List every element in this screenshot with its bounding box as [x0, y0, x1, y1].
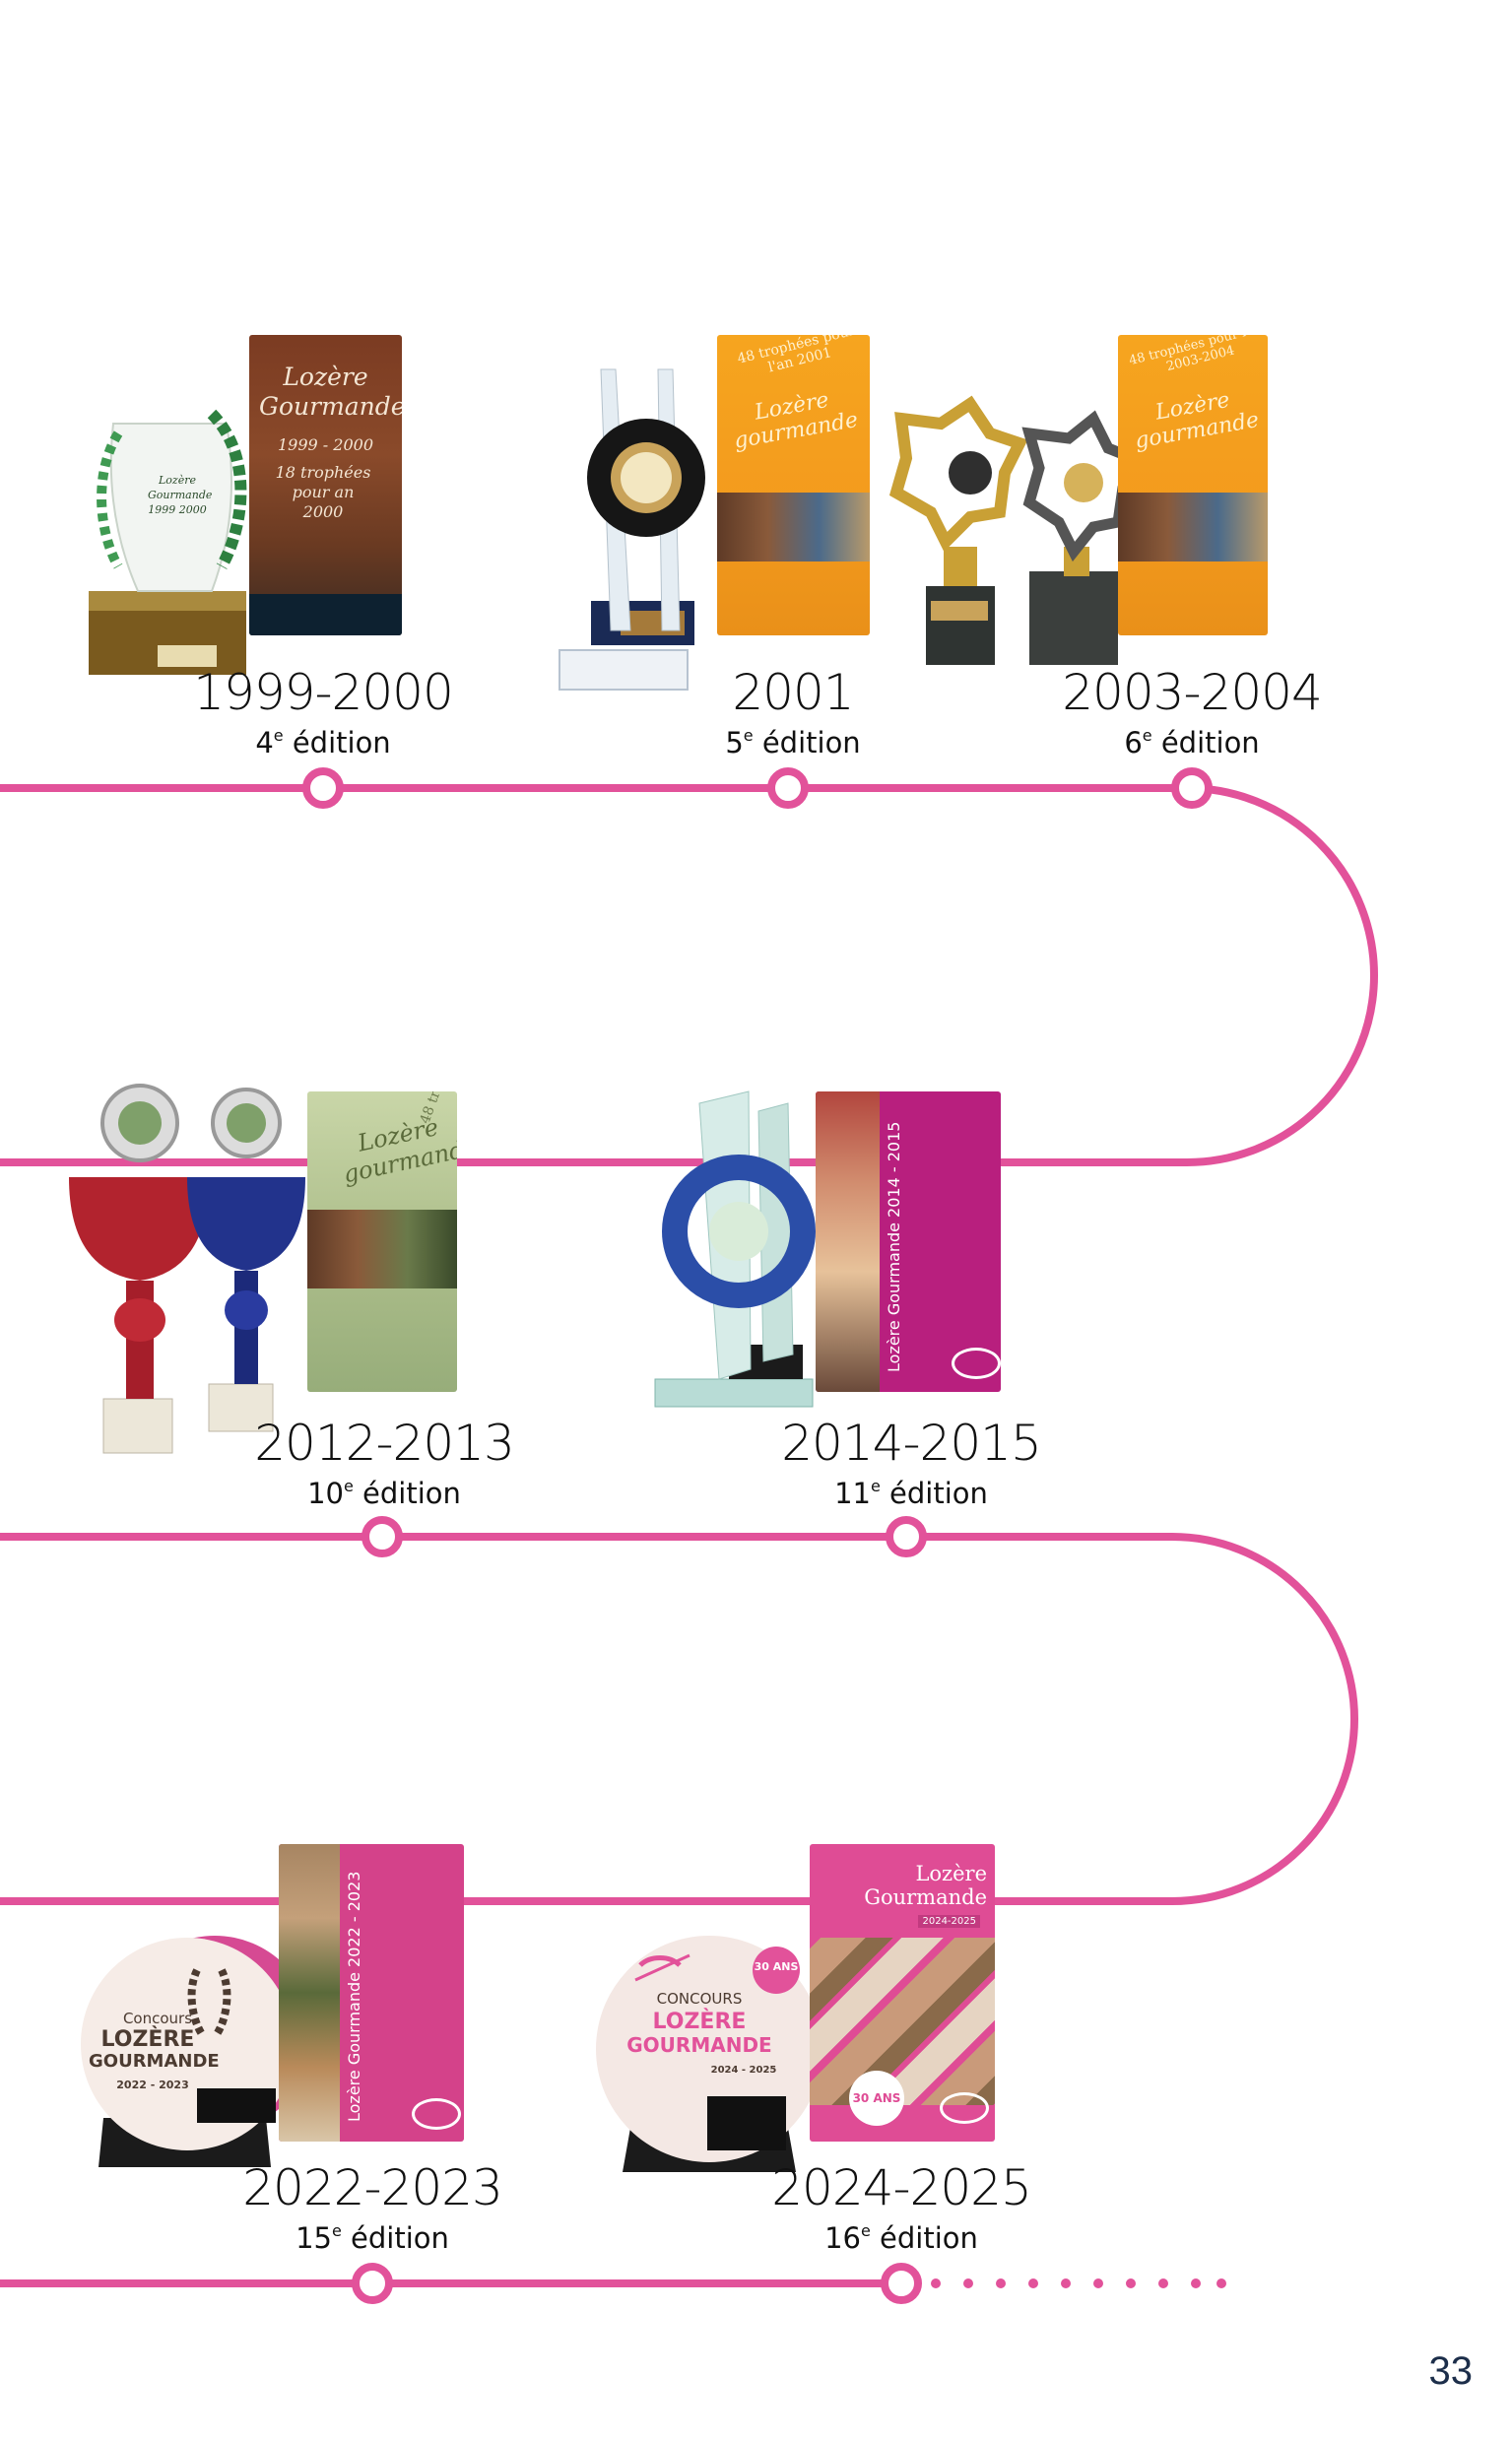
cma-logo-2024 [940, 2092, 989, 2124]
timeline-node-2022 [352, 2263, 393, 2304]
continuation-dot [1191, 2278, 1201, 2288]
booklet-2022-spine: Lozère Gourmande 2022 - 2023 [345, 1871, 363, 2122]
trophy-2014-image [654, 1090, 816, 1408]
booklet-2001: 48 trophées pour l'an 2001 Lozère gourma… [717, 335, 870, 635]
trophy-1999-image [89, 409, 247, 675]
booklet-2014: Lozère Gourmande 2014 - 2015 [816, 1091, 1001, 1392]
edition-number: 5e édition [725, 726, 861, 759]
booklet-2024: Lozère Gourmande 2024-2025 30 ANS [810, 1844, 995, 2142]
edition-label-2014: 2014-2015 11e édition [763, 1416, 1059, 1509]
edition-number: 10e édition [307, 1477, 461, 1510]
booklet-2003: 48 trophées pour l'an 2003-2004 Lozère g… [1118, 335, 1268, 635]
timeline-node-2024 [881, 2263, 922, 2304]
trophy-2022-line1: LOZÈRE [100, 2027, 195, 2052]
trophy-2022-line2: GOURMANDE [89, 2051, 220, 2072]
booklet-2022: Lozère Gourmande 2022 - 2023 [279, 1844, 464, 2142]
trophy-1999-text: Lozère Gourmande 1999 2000 [148, 474, 213, 516]
continuation-dot [1028, 2278, 1038, 2288]
booklet-2014-photos [816, 1091, 880, 1392]
edition-years: 2024-2025 [771, 2159, 1032, 2216]
timeline-path [0, 1533, 1358, 1905]
booklet-1999-photos [249, 594, 402, 635]
booklet-2003-title: Lozère gourmande [1133, 387, 1261, 454]
continuation-dot [996, 2278, 1006, 2288]
edition-number: 16e édition [824, 2221, 978, 2255]
booklet-2024-badge: 30 ANS [849, 2071, 904, 2126]
edition-number: 15e édition [296, 2221, 449, 2255]
timeline-node-2014 [886, 1516, 927, 1557]
timeline-node-2012 [362, 1516, 403, 1557]
booklet-2012-title: Lozère gourmand [341, 1112, 457, 1189]
booklet-2001-tagline: 48 trophées pour l'an 2001 [736, 335, 857, 376]
booklet-1999-title: Lozère Gourmande [259, 363, 402, 421]
edition-label-2003: 2003-2004 6e édition [1044, 665, 1340, 759]
continuation-dots [931, 2278, 1226, 2288]
booklet-2012-photos [307, 1210, 457, 1288]
edition-label-2024: 2024-2025 16e édition [754, 2160, 1049, 2254]
continuation-dot [1158, 2278, 1168, 2288]
booklet-1999: Lozère Gourmande 1999 - 2000 18 trophées… [249, 335, 402, 635]
trophy-2022-image [81, 1936, 313, 2167]
trophy-2022-years: 2022 - 2023 [116, 2079, 189, 2091]
edition-years: 2012-2013 [254, 1415, 515, 1472]
cma-logo-2014 [952, 1348, 1001, 1379]
continuation-dot [1216, 2278, 1226, 2288]
trophy-2024-small: CONCOURS [656, 1990, 743, 2008]
booklet-1999-tagline: 18 trophées pour an 2000 [275, 463, 371, 521]
cma-logo-2022 [412, 2098, 461, 2130]
edition-years: 2001 [732, 664, 854, 721]
booklet-2003-tagline: 48 trophées pour l'an 2003-2004 [1127, 335, 1267, 375]
booklet-2014-spine: Lozère Gourmande 2014 - 2015 [885, 1121, 903, 1372]
continuation-dot [931, 2278, 941, 2288]
booklet-2022-photos [279, 1844, 340, 2142]
continuation-dot [1061, 2278, 1071, 2288]
booklet-2024-title: Lozère Gourmande [864, 1862, 987, 1909]
booklet-2001-photos [717, 493, 870, 561]
booklet-2001-title: Lozère gourmande [732, 387, 860, 454]
edition-number: 4e édition [255, 726, 391, 759]
trophy-2024-badge: 30 ANS [754, 1960, 799, 1973]
edition-number: 11e édition [834, 1477, 988, 1510]
timeline-path [0, 784, 1378, 1166]
booklet-2024-photos [810, 1938, 995, 2105]
trophy-2022-small: Concours [122, 2010, 193, 2027]
timeline-node-2001 [767, 767, 809, 809]
trophy-2012-image [69, 1084, 305, 1454]
trophy-2024-years: 2024 - 2025 [710, 2065, 777, 2076]
continuation-dot [1126, 2278, 1136, 2288]
page-number: 33 [1428, 2349, 1474, 2393]
edition-years: 1999-2000 [193, 664, 454, 721]
edition-label-2001: 2001 5e édition [650, 665, 936, 759]
continuation-dot [963, 2278, 973, 2288]
booklet-2003-photos [1118, 493, 1268, 561]
timeline-node-1999 [302, 767, 344, 809]
trophy-2003-image [888, 395, 1140, 665]
trophy-2024-image [596, 1936, 822, 2172]
booklet-1999-subtitle: 1999 - 2000 [277, 435, 373, 454]
edition-years: 2014-2015 [781, 1415, 1042, 1472]
edition-label-1999: 1999-2000 4e édition [175, 665, 471, 759]
edition-years: 2003-2004 [1062, 664, 1323, 721]
edition-label-2022: 2022-2023 15e édition [225, 2160, 520, 2254]
edition-years: 2022-2023 [242, 2159, 503, 2216]
edition-label-2012: 2012-2013 10e édition [236, 1416, 532, 1509]
booklet-2012: 48 tr Lozère gourmand [307, 1091, 457, 1392]
booklet-2024-years: 2024-2025 [918, 1915, 980, 1928]
timeline-node-2003 [1171, 767, 1213, 809]
edition-number: 6e édition [1124, 726, 1260, 759]
continuation-dot [1093, 2278, 1103, 2288]
trophy-2024-line2: GOURMANDE [626, 2033, 772, 2057]
trophy-2001-image [559, 368, 705, 691]
trophy-2024-line1: LOZÈRE [652, 2010, 747, 2034]
